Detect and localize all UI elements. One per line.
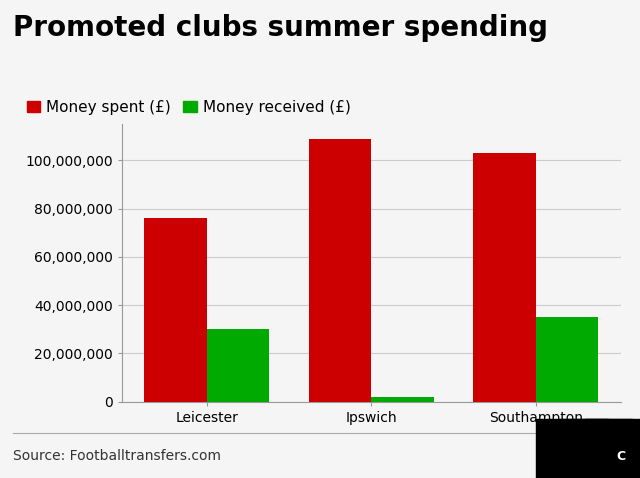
- Text: Promoted clubs summer spending: Promoted clubs summer spending: [13, 14, 548, 43]
- Text: Source: Footballtransfers.com: Source: Footballtransfers.com: [13, 449, 221, 464]
- Text: B: B: [568, 450, 577, 463]
- Bar: [144, 218, 207, 402]
- Text: B: B: [592, 450, 601, 463]
- Bar: [308, 139, 371, 402]
- Bar: [536, 317, 598, 402]
- Text: C: C: [616, 450, 625, 463]
- Legend: Money spent (£), Money received (£): Money spent (£), Money received (£): [20, 94, 357, 121]
- Bar: [207, 329, 269, 402]
- Bar: [371, 397, 434, 402]
- Bar: [473, 153, 536, 402]
